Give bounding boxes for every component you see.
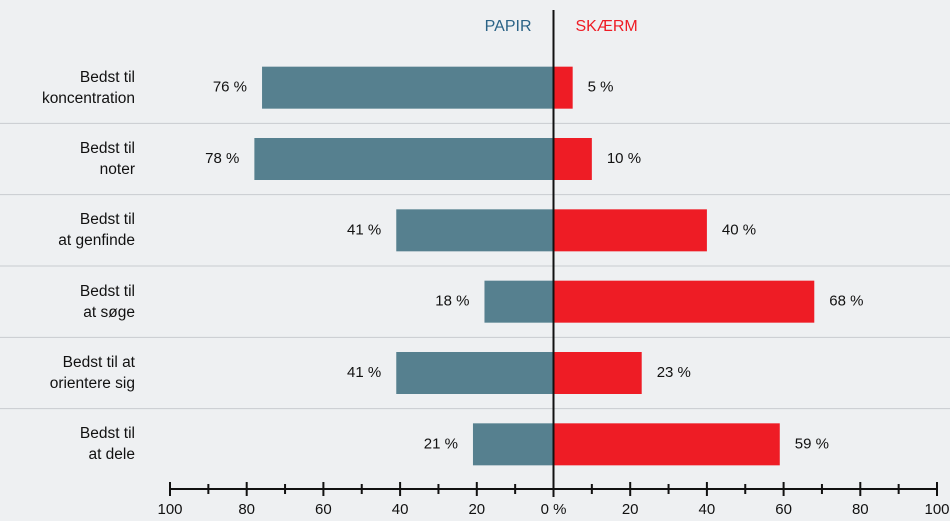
value-label: 59 % [795, 435, 829, 452]
category-label: Bedst til at dele [79, 425, 135, 464]
bar [553, 280, 815, 323]
x-tick-label: 80 [238, 501, 255, 518]
value-label: 23 % [657, 364, 691, 381]
bar [472, 423, 554, 466]
category-label: Bedst til koncentration [41, 68, 135, 107]
x-tick-label: 40 [699, 501, 716, 518]
bar [484, 280, 554, 323]
bar [553, 66, 573, 109]
x-tick-label: 60 [315, 501, 332, 518]
bar [553, 138, 592, 180]
x-tick-label: 60 [775, 501, 792, 518]
value-label: 10 % [607, 150, 641, 167]
value-label: 21 % [424, 435, 458, 452]
x-tick-label: 100 [157, 501, 182, 518]
category-label: Bedst til at genfinde [58, 211, 135, 250]
legend-label: SKÆRM [576, 18, 638, 35]
legend-label: PAPIR [485, 18, 532, 35]
bar [396, 352, 554, 394]
value-label: 41 % [347, 221, 381, 238]
x-tick-label: 100 [924, 501, 949, 518]
bar [553, 423, 780, 466]
value-label: 18 % [435, 293, 469, 310]
value-label: 68 % [829, 293, 863, 310]
bar [262, 66, 554, 109]
category-label: Bedst til at orientere sig [49, 354, 135, 392]
value-label: 41 % [347, 364, 381, 381]
x-tick-label: 0 % [541, 501, 567, 518]
x-tick-label: 20 [468, 501, 485, 518]
x-tick-label: 40 [392, 501, 409, 518]
value-label: 5 % [588, 79, 614, 96]
bar [553, 209, 707, 252]
x-tick-label: 20 [622, 501, 639, 518]
value-label: 78 % [205, 150, 239, 167]
x-tick-label: 80 [852, 501, 869, 518]
value-label: 76 % [213, 79, 247, 96]
category-label: Bedst til at søge [79, 282, 135, 321]
bar [553, 352, 642, 394]
category-label: Bedst til noter [79, 140, 135, 178]
bar [254, 138, 554, 180]
bar [396, 209, 554, 252]
value-label: 40 % [722, 221, 756, 238]
